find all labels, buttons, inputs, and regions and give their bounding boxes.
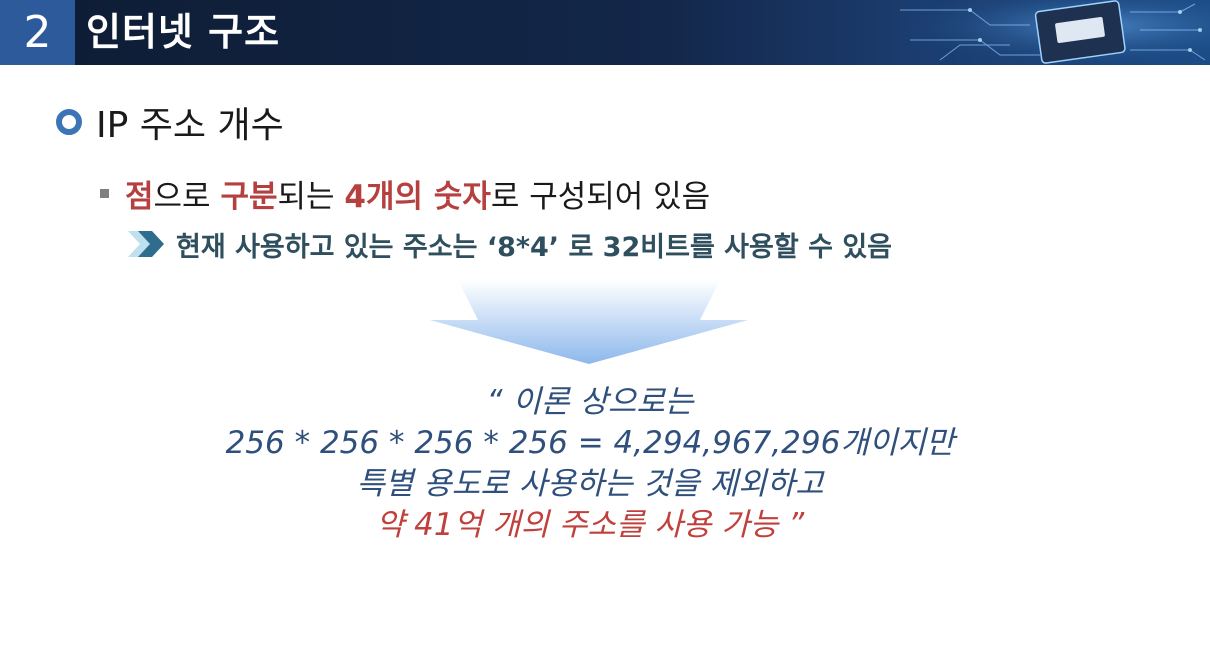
bullet-32bit-text: 현재 사용하고 있는 주소는 ‘8*4’ 로 32비트를 사용할 수 있음 [176, 231, 893, 263]
highlight-four-numbers: 4개의 숫자 [344, 178, 491, 215]
ring-bullet-icon [56, 109, 82, 135]
chevron-right-icon [128, 231, 164, 257]
quote-line-4: 약 41억 개의 주소를 사용 가능 ” [375, 507, 805, 543]
bullet-structure: 점 으로 구분 되는 4개의 숫자 로 구성되어 있음 [100, 171, 710, 215]
page-title: 인터넷 구조 [86, 10, 281, 54]
square-bullet-icon [100, 188, 109, 198]
down-arrow-icon [430, 280, 748, 364]
quote-line-2: 256 * 256 * 256 * 256 = 4,294,967,296개이지… [225, 425, 955, 461]
quote-block: “ 이론 상으로는 256 * 256 * 256 * 256 = 4,294,… [150, 382, 1030, 546]
text-segment: 로 구성되어 있음 [490, 178, 711, 215]
text-segment: 으로 [153, 178, 221, 215]
text-segment: 되는 [277, 178, 345, 215]
quote-line-3: 특별 용도로 사용하는 것을 제외하고 [356, 466, 824, 502]
bullet-32bit: 현재 사용하고 있는 주소는 ‘8*4’ 로 32비트를 사용할 수 있음 [128, 224, 892, 264]
bullet-ip-count-text: IP 주소 개수 [96, 105, 284, 146]
highlight-dot: 점 [125, 178, 154, 215]
quote-line-1: “ 이론 상으로는 [486, 384, 694, 420]
header-bar: 2 인터넷 구조 [0, 0, 1210, 65]
highlight-divide: 구분 [220, 178, 278, 215]
circuit-board-decoration [880, 0, 1210, 65]
bullet-ip-count: IP 주소 개수 [56, 100, 284, 146]
section-number: 2 [0, 0, 75, 65]
